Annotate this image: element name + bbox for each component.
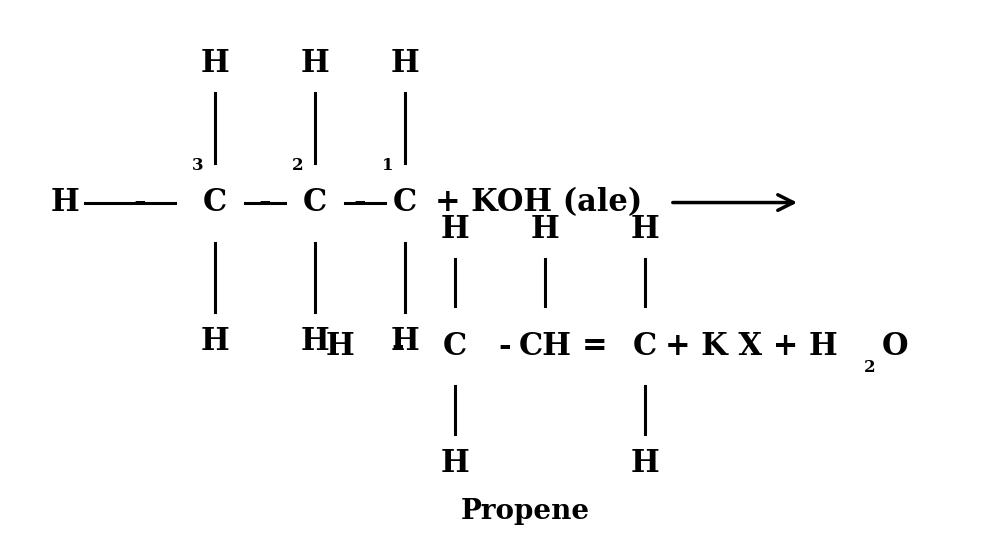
Text: H: H — [301, 326, 329, 357]
Text: H: H — [201, 49, 229, 79]
Text: -: - — [499, 331, 511, 362]
Text: C: C — [203, 187, 227, 218]
Text: + K X + H: + K X + H — [665, 331, 838, 362]
Text: H: H — [441, 448, 469, 479]
Text: C: C — [443, 331, 467, 362]
Text: =: = — [582, 331, 608, 362]
Text: H: H — [391, 49, 419, 79]
Text: C: C — [393, 187, 417, 218]
Text: H: H — [531, 214, 559, 245]
Text: -: - — [354, 187, 366, 218]
Text: O: O — [882, 331, 908, 362]
Text: CH: CH — [518, 331, 572, 362]
Text: H: H — [631, 448, 659, 479]
Text: 2: 2 — [292, 157, 304, 174]
Text: H: H — [301, 49, 329, 79]
Text: 1: 1 — [382, 157, 394, 174]
Text: H: H — [441, 214, 469, 245]
Text: Propene: Propene — [460, 498, 590, 525]
Text: H: H — [51, 187, 79, 218]
Text: -: - — [134, 187, 146, 218]
Text: -: - — [259, 187, 271, 218]
Text: 3: 3 — [192, 157, 204, 174]
Text: + KOH (ale): + KOH (ale) — [435, 187, 642, 218]
Text: H: H — [631, 214, 659, 245]
Text: H: H — [391, 326, 419, 357]
Text: C: C — [303, 187, 327, 218]
Text: H: H — [326, 331, 354, 362]
Text: 2: 2 — [864, 359, 876, 376]
Text: C: C — [633, 331, 657, 362]
Text: -: - — [391, 331, 404, 362]
Text: H: H — [201, 326, 229, 357]
